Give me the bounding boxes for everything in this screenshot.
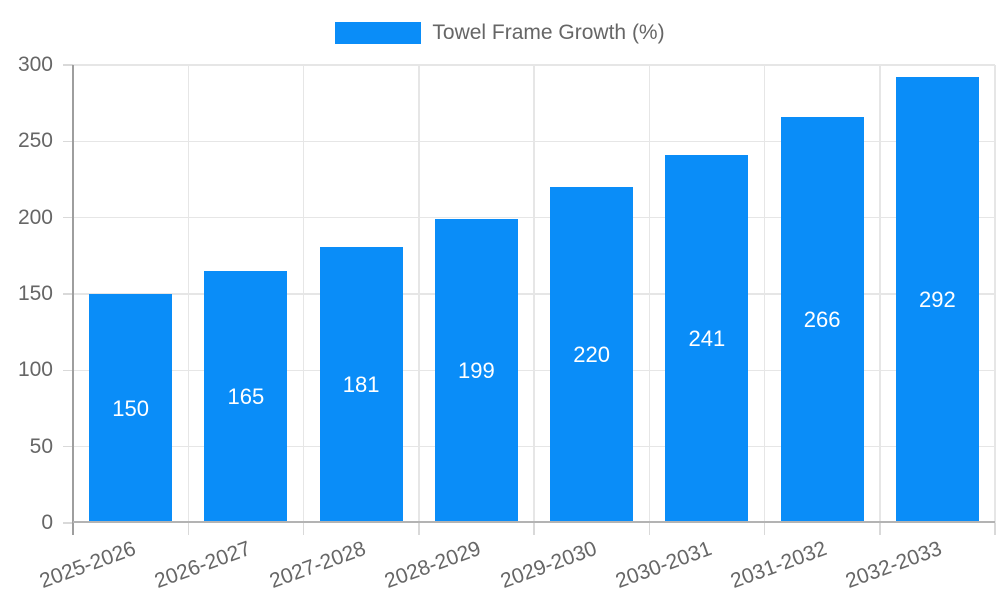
y-axis-tick (63, 522, 73, 524)
bar[interactable]: 292 (895, 77, 979, 523)
bar[interactable]: 165 (204, 271, 288, 523)
x-axis-tick (648, 523, 650, 535)
x-axis-tick (994, 523, 996, 535)
x-axis-tick (533, 523, 535, 535)
y-axis-tick-label: 0 (41, 511, 53, 534)
y-axis-tick-label: 200 (17, 205, 53, 229)
y-axis-tick-label: 150 (17, 282, 53, 305)
y-axis-tick-label: 300 (17, 53, 53, 76)
bar[interactable]: 241 (665, 155, 749, 523)
y-axis-tick-label: 100 (17, 358, 53, 382)
y-axis-tick (63, 445, 73, 448)
y-axis-tick-label: 250 (17, 129, 53, 153)
bar[interactable]: 150 (89, 294, 173, 523)
x-axis-tick (763, 523, 766, 535)
x-axis-tick (418, 523, 420, 535)
x-axis-tick (879, 523, 881, 535)
legend-swatch-icon (335, 22, 422, 44)
gridline-vertical (418, 65, 420, 523)
gridline-vertical (763, 65, 766, 523)
bar-value-label: 181 (342, 371, 380, 397)
bar-value-label: 220 (573, 342, 610, 368)
y-axis-tick (63, 140, 73, 143)
bar-value-label: 292 (919, 287, 956, 313)
gridline-vertical (994, 65, 996, 523)
bar[interactable]: 220 (550, 187, 634, 523)
bar[interactable]: 199 (434, 219, 518, 523)
legend[interactable]: Towel Frame Growth (%) (0, 21, 1000, 45)
y-axis-line (72, 65, 74, 535)
bar-value-label: 199 (458, 358, 495, 384)
plot-area: 0 50 100 150 200 250 300 150 2025-2026 165 2026-20… (18, 53, 996, 593)
x-axis-line (73, 521, 995, 523)
gridline-vertical (879, 65, 881, 523)
y-axis-tick (63, 293, 73, 295)
bar-value-label: 241 (688, 326, 726, 352)
bar-value-label: 165 (227, 384, 265, 410)
y-axis-tick-label: 50 (29, 434, 53, 458)
y-axis-tick (63, 369, 73, 372)
gridline-vertical (533, 65, 535, 523)
legend-label: Towel Frame Growth (%) (432, 21, 665, 44)
bar[interactable]: 266 (780, 116, 864, 523)
gridline-vertical (302, 65, 305, 523)
bar-value-label: 266 (803, 306, 841, 332)
x-axis-tick (302, 523, 305, 535)
y-axis-tick (63, 216, 73, 219)
gridline-vertical (187, 65, 189, 523)
bar-value-label: 150 (112, 395, 149, 421)
gridline-vertical (648, 65, 650, 523)
y-axis-tick (63, 64, 73, 66)
x-axis-tick (187, 523, 189, 535)
bar[interactable]: 181 (319, 246, 403, 523)
